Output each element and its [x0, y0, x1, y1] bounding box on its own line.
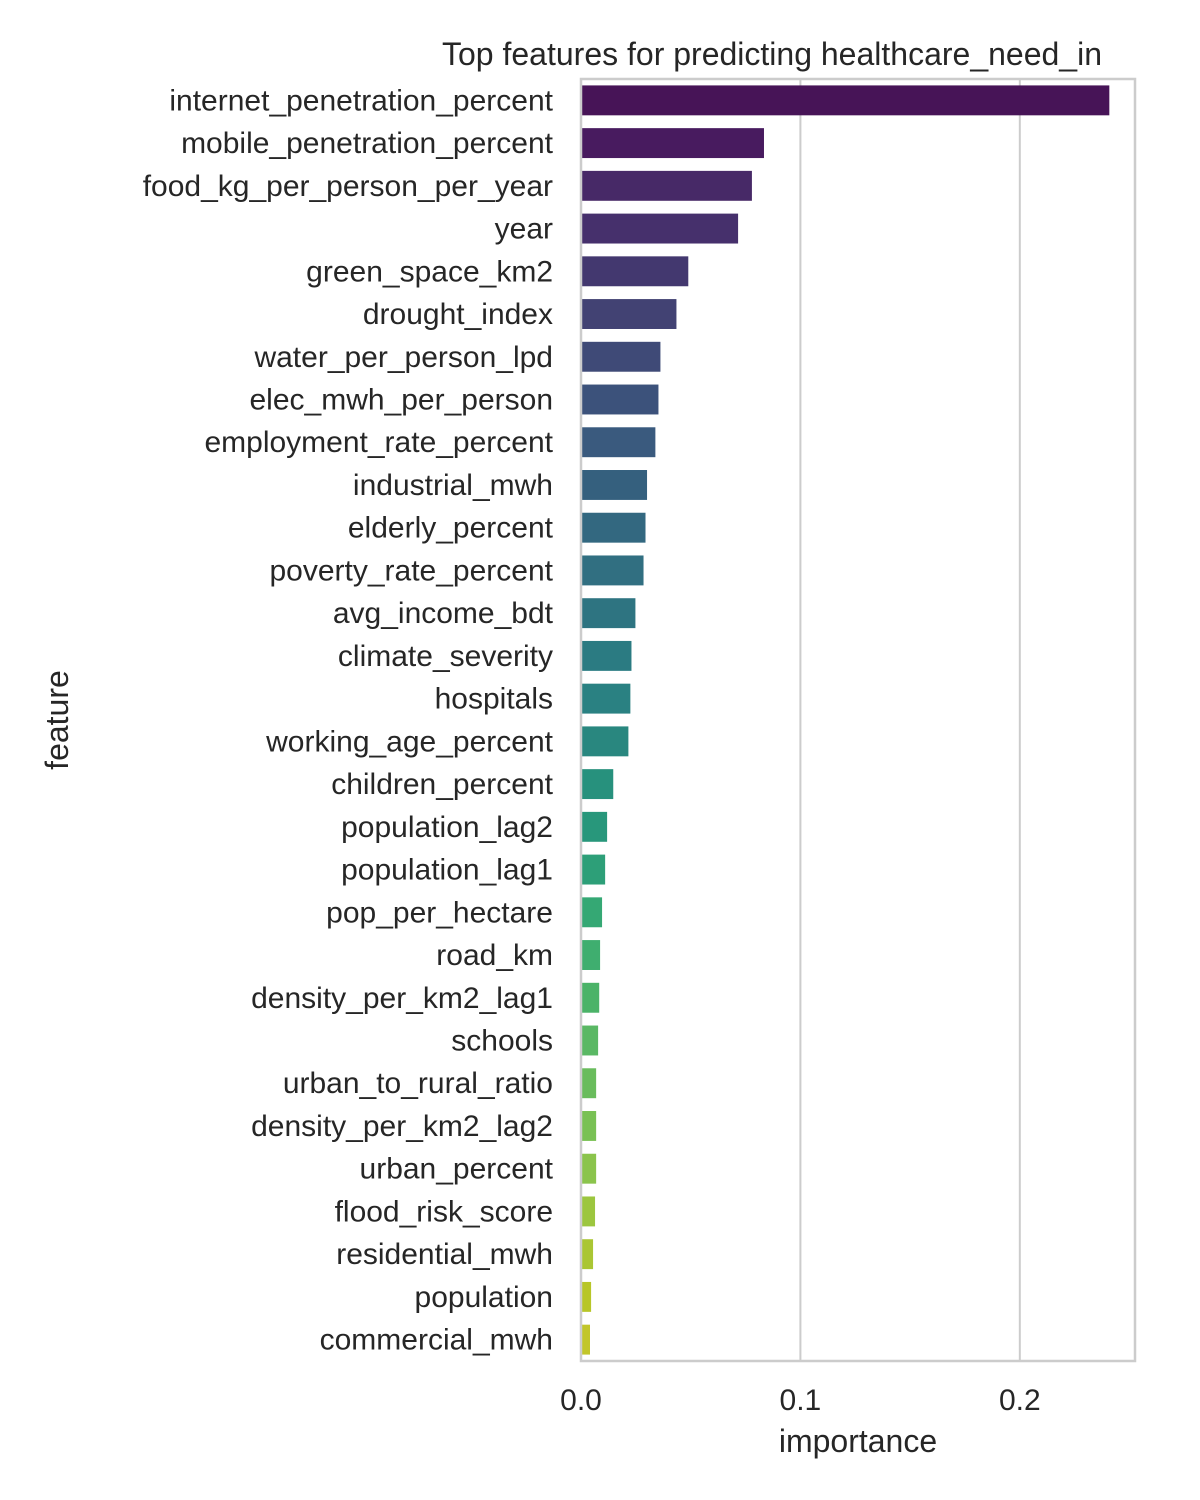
- bar-flood-risk-score: [582, 1196, 596, 1227]
- bar-food-kg-per-person-per-year: [582, 170, 752, 201]
- plot-frame: [579, 77, 1137, 1363]
- bar-urban-percent: [582, 1153, 597, 1184]
- category-label: climate_severity: [338, 640, 553, 673]
- x-tick-label: 0.2: [999, 1384, 1041, 1417]
- category-label: road_km: [436, 939, 553, 972]
- bar-water-per-person-lpd: [582, 341, 661, 372]
- bar-working-age-percent: [582, 726, 629, 757]
- category-label: drought_index: [363, 298, 553, 331]
- x-axis-title: importance: [779, 1423, 937, 1459]
- x-tick-label: 0.1: [780, 1384, 822, 1417]
- category-labels: internet_penetration_percent mobile_penet…: [143, 84, 554, 1356]
- category-label: pop_per_hectare: [326, 896, 553, 929]
- category-label: density_per_km2_lag2: [251, 1110, 553, 1143]
- bar-population-lag1: [582, 854, 606, 885]
- bar-schools: [582, 1025, 599, 1056]
- bar-elec-mwh-per-person: [582, 384, 659, 415]
- x-tick-label: 0.0: [560, 1384, 602, 1417]
- bar-industrial-mwh: [582, 470, 648, 500]
- bar-employment-rate-percent: [582, 427, 656, 458]
- bar-year: [582, 213, 739, 244]
- category-label: schools: [451, 1025, 553, 1058]
- x-tick-labels: 0.0 0.1 0.2: [560, 1384, 1041, 1417]
- category-label: commercial_mwh: [320, 1324, 553, 1357]
- category-label: population: [415, 1281, 553, 1314]
- category-label: avg_income_bdt: [333, 597, 554, 630]
- bar-avg-income-bdt: [582, 598, 636, 629]
- category-label: population_lag1: [341, 854, 553, 887]
- category-label: employment_rate_percent: [204, 426, 553, 459]
- category-label: food_kg_per_person_per_year: [143, 170, 553, 203]
- bars: [582, 85, 1110, 1355]
- category-label: elderly_percent: [348, 512, 554, 545]
- bar-pop-per-hectare: [582, 897, 603, 928]
- bar-population: [582, 1281, 592, 1312]
- category-label: density_per_km2_lag1: [251, 982, 553, 1015]
- category-label: elec_mwh_per_person: [249, 384, 553, 417]
- grid-lines: [799, 79, 1021, 1361]
- bar-density-per-km2-lag2: [582, 1111, 597, 1141]
- category-label: industrial_mwh: [353, 469, 553, 502]
- category-label: year: [495, 213, 553, 246]
- category-label: poverty_rate_percent: [269, 554, 553, 587]
- category-label: children_percent: [331, 768, 553, 801]
- bar-residential-mwh: [582, 1239, 594, 1270]
- bar-urban-to-rural-ratio: [582, 1068, 597, 1099]
- bar-climate-severity: [582, 640, 632, 671]
- category-label: hospitals: [435, 683, 553, 716]
- bar-population-lag2: [582, 811, 608, 842]
- bar-green-space-km2: [582, 256, 689, 287]
- category-label: green_space_km2: [306, 255, 553, 288]
- category-label: internet_penetration_percent: [169, 84, 553, 117]
- bar-mobile-penetration-percent: [582, 128, 764, 159]
- category-label: mobile_penetration_percent: [181, 127, 554, 160]
- bar-density-per-km2-lag1: [582, 982, 600, 1013]
- bar-hospitals: [582, 683, 631, 714]
- y-axis-title: feature: [39, 670, 75, 770]
- bar-elderly-percent: [582, 512, 646, 543]
- bar-children-percent: [582, 769, 614, 800]
- bar-road-km: [582, 940, 601, 970]
- category-label: population_lag2: [341, 811, 553, 844]
- bar-poverty-rate-percent: [582, 555, 644, 586]
- bar-internet-penetration-percent: [582, 85, 1110, 116]
- category-label: flood_risk_score: [335, 1195, 553, 1228]
- category-label: urban_percent: [360, 1153, 554, 1186]
- chart-title: Top features for predicting healthcare_n…: [442, 36, 1102, 72]
- bar-drought-index: [582, 299, 677, 329]
- category-label: residential_mwh: [336, 1238, 553, 1271]
- category-label: water_per_person_lpd: [253, 341, 553, 374]
- bar-commercial-mwh: [582, 1324, 590, 1355]
- category-label: urban_to_rural_ratio: [283, 1067, 553, 1100]
- category-label: working_age_percent: [265, 725, 554, 758]
